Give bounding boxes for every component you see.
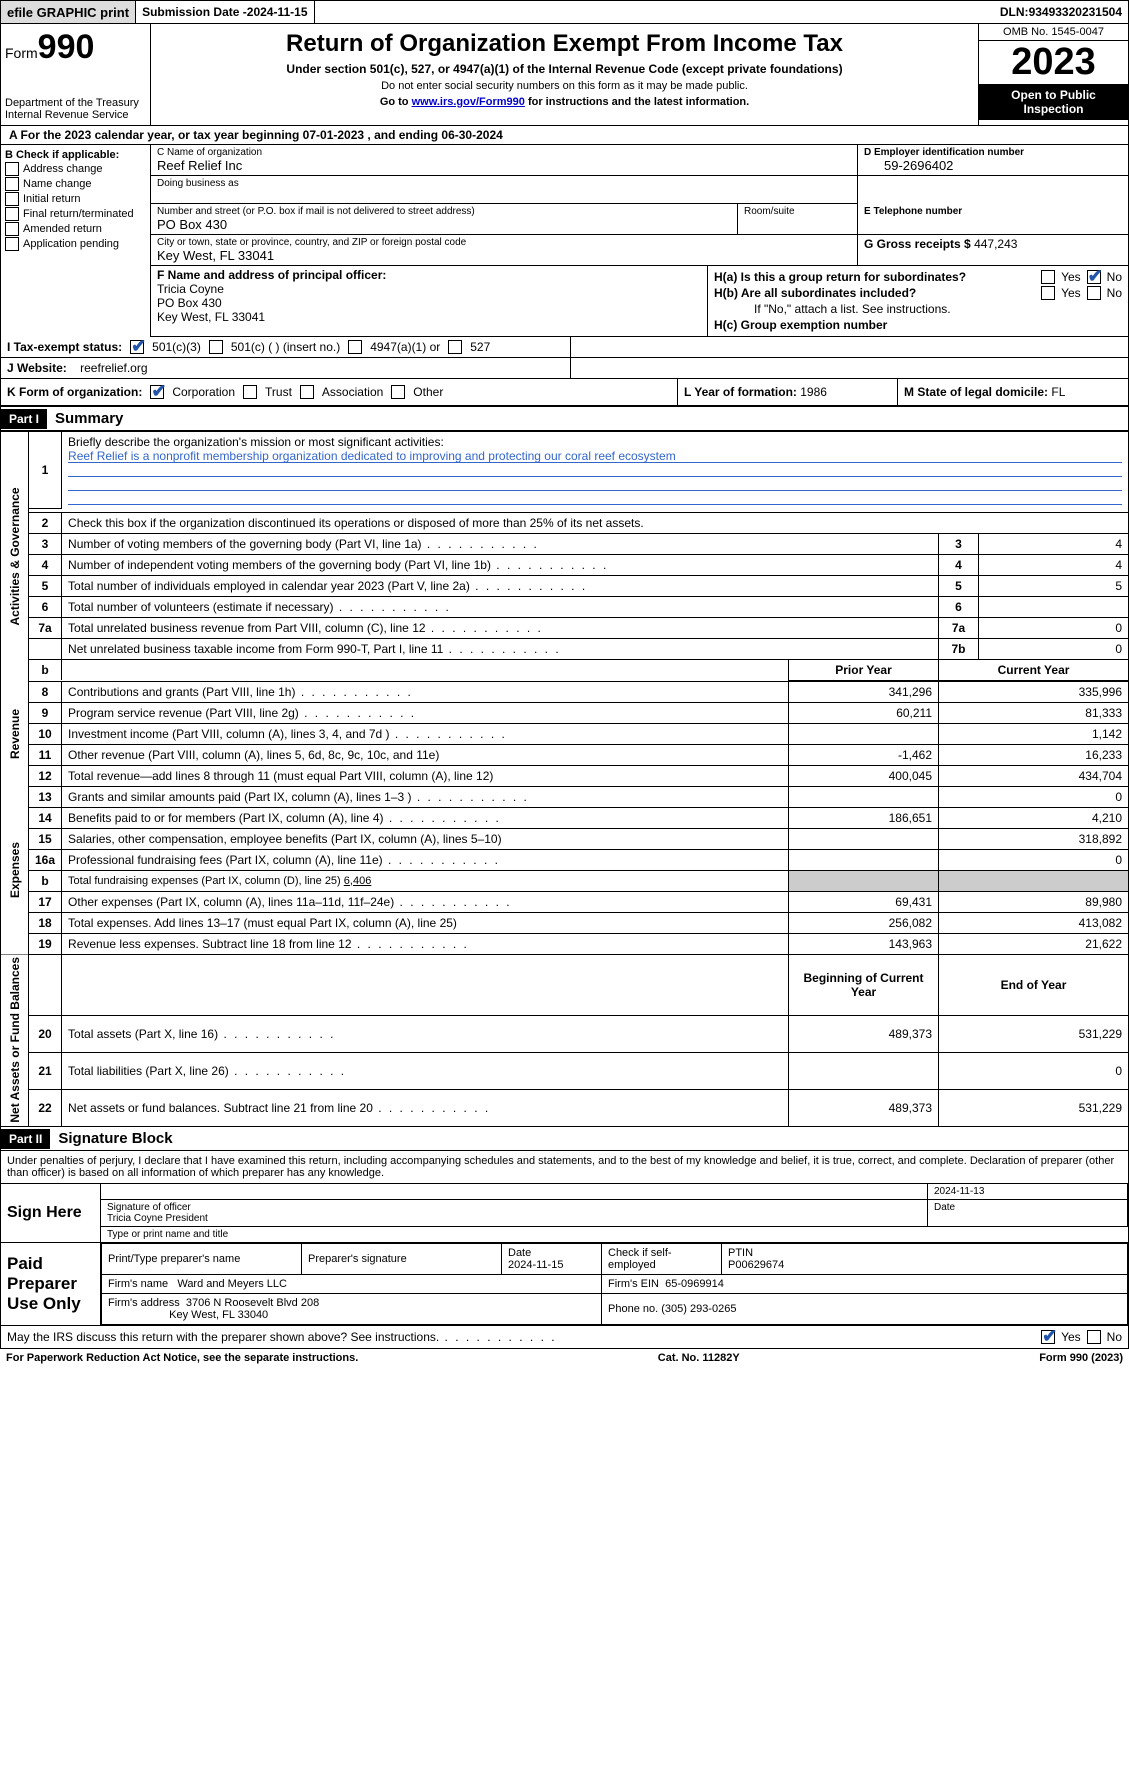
form-title: Return of Organization Exempt From Incom… (161, 30, 968, 58)
line-a: A For the 2023 calendar year, or tax yea… (1, 126, 1128, 145)
city-cell: City or town, state or province, country… (151, 235, 858, 266)
form-label: Form (5, 45, 38, 61)
gross-receipts: 447,243 (974, 237, 1017, 251)
firm-name: Ward and Meyers LLC (177, 1278, 287, 1290)
omb-number: OMB No. 1545-0047 (979, 24, 1128, 41)
paid-preparer: Paid Preparer Use Only (1, 1243, 101, 1325)
chk-initial-return[interactable] (5, 192, 19, 206)
section-a-k: A For the 2023 calendar year, or tax yea… (0, 126, 1129, 407)
top-bar: efile GRAPHIC print Submission Date - 20… (0, 0, 1129, 24)
room-cell: Room/suite (738, 204, 858, 234)
chk-501c3[interactable] (130, 340, 144, 354)
ptin: P00629674 (728, 1259, 784, 1271)
chk-corp[interactable] (150, 385, 164, 399)
website-url[interactable]: reefrelief.org (80, 361, 147, 375)
header-center: Return of Organization Exempt From Incom… (151, 24, 978, 125)
ssn-warning: Do not enter social security numbers on … (161, 80, 968, 92)
hdr-prior-year: Prior Year (789, 659, 939, 680)
discuss-question: May the IRS discuss this return with the… (7, 1330, 557, 1344)
efile-print-button[interactable]: efile GRAPHIC print (1, 1, 136, 23)
officer-name: Tricia Coyne (157, 282, 701, 296)
sign-here: Sign Here (1, 1184, 101, 1242)
chk-other[interactable] (391, 385, 405, 399)
prep-date: 2024-11-15 (508, 1259, 563, 1271)
hdr-current-year: Current Year (939, 659, 1129, 680)
perjury-text: Under penalties of perjury, I declare th… (1, 1151, 1128, 1183)
gross-receipts-cell: G Gross receipts $ 447,243 (858, 235, 1128, 266)
chk-hb-yes[interactable] (1041, 286, 1055, 300)
chk-discuss-yes[interactable] (1041, 1330, 1055, 1344)
officer-sig-date: 2024-11-13 (928, 1184, 1128, 1199)
header-left: Form990 Department of the Treasury Inter… (1, 24, 151, 125)
page-footer: For Paperwork Reduction Act Notice, see … (0, 1349, 1129, 1367)
val-5: 5 (979, 575, 1129, 596)
open-to-public: Open to Public Inspection (979, 84, 1128, 120)
col-b-title: B Check if applicable: (5, 149, 146, 161)
firm-ein: 65-0969914 (665, 1278, 724, 1290)
ein: 59-2696402 (864, 158, 1122, 173)
chk-ha-yes[interactable] (1041, 270, 1055, 284)
summary-table: Activities & Governance 1 Briefly descri… (0, 431, 1129, 1127)
side-revenue: Revenue (1, 681, 29, 786)
chk-name-change[interactable] (5, 177, 19, 191)
chk-527[interactable] (448, 340, 462, 354)
tax-year: 2023 (979, 41, 1128, 84)
year-formation: L Year of formation: 1986 (678, 379, 898, 405)
tax-exempt-row: I Tax-exempt status: 501(c)(3) 501(c) ( … (1, 337, 571, 357)
firm-phone: (305) 293-0265 (661, 1303, 736, 1315)
irs-link[interactable]: www.irs.gov/Form990 (412, 96, 525, 108)
chk-address-change[interactable] (5, 162, 19, 176)
part1-header: Part I Summary (0, 407, 1129, 431)
form-number: 990 (38, 28, 95, 66)
chk-4947[interactable] (348, 340, 362, 354)
val-7a: 0 (979, 617, 1129, 638)
website-row: J Website: reefrelief.org (1, 358, 571, 378)
side-governance: Activities & Governance (1, 432, 29, 682)
val-3: 4 (979, 533, 1129, 554)
side-expenses: Expenses (1, 786, 29, 954)
chk-ha-no[interactable] (1087, 270, 1101, 284)
city-state-zip: Key West, FL 33041 (157, 248, 851, 263)
chk-final-return[interactable] (5, 207, 19, 221)
signature-block: Under penalties of perjury, I declare th… (0, 1151, 1129, 1349)
side-net-assets: Net Assets or Fund Balances (1, 954, 29, 1127)
part2-header: Part II Signature Block (0, 1127, 1129, 1151)
chk-application-pending[interactable] (5, 237, 19, 251)
dln: DLN: 93493320231504 (994, 1, 1128, 23)
state-domicile: M State of legal domicile: FL (898, 379, 1128, 405)
officer-cell: F Name and address of principal officer:… (151, 266, 708, 336)
chk-501c[interactable] (209, 340, 223, 354)
chk-hb-no[interactable] (1087, 286, 1101, 300)
val-7b: 0 (979, 638, 1129, 659)
val-6 (979, 596, 1129, 617)
chk-amended-return[interactable] (5, 222, 19, 236)
header-right: OMB No. 1545-0047 2023 Open to Public In… (978, 24, 1128, 125)
phone-cell: E Telephone number (858, 204, 1128, 234)
val-4: 4 (979, 554, 1129, 575)
org-name-cell: C Name of organization Reef Relief Inc (151, 145, 858, 175)
column-b: B Check if applicable: Address change Na… (1, 145, 151, 337)
form-header: Form990 Department of the Treasury Inter… (0, 24, 1129, 126)
group-return-cell: H(a) Is this a group return for subordin… (708, 266, 1128, 336)
chk-discuss-no[interactable] (1087, 1330, 1101, 1344)
chk-trust[interactable] (243, 385, 257, 399)
dba-cell: Doing business as (151, 176, 858, 204)
submission-date: Submission Date - 2024-11-15 (136, 1, 314, 23)
dept-label: Department of the Treasury Internal Reve… (5, 97, 146, 121)
org-name: Reef Relief Inc (157, 158, 851, 173)
form-subtitle: Under section 501(c), 527, or 4947(a)(1)… (161, 62, 968, 76)
street-address: PO Box 430 (157, 217, 731, 232)
mission-text: Reef Relief is a nonprofit membership or… (68, 449, 1122, 463)
chk-assoc[interactable] (300, 385, 314, 399)
ein-cell: D Employer identification number 59-2696… (858, 145, 1128, 175)
form-of-org-row: K Form of organization: Corporation Trus… (1, 379, 678, 405)
street-cell: Number and street (or P.O. box if mail i… (151, 204, 738, 234)
officer-sig-name: Tricia Coyne President (107, 1213, 208, 1224)
